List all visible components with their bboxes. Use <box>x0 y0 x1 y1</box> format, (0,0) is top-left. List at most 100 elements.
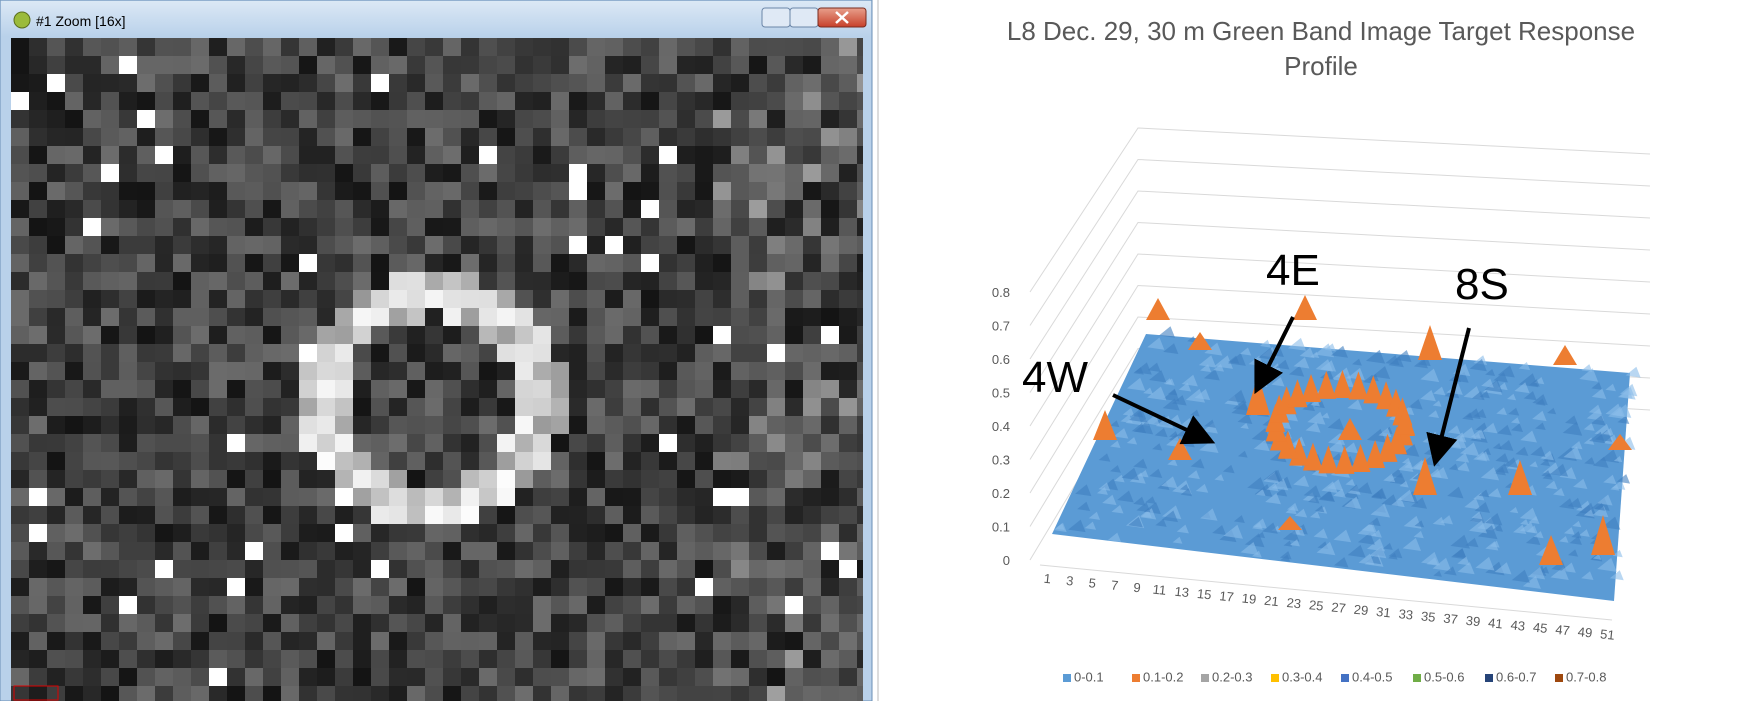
pixel <box>767 344 785 362</box>
pixel <box>767 380 785 398</box>
pixel <box>137 92 155 110</box>
pixel <box>29 362 47 380</box>
pixel <box>839 632 857 650</box>
pixel <box>551 668 569 686</box>
pixel <box>227 452 245 470</box>
pixel <box>47 686 65 701</box>
pixel <box>839 488 857 506</box>
pixel <box>155 596 173 614</box>
pixel <box>137 380 155 398</box>
pixel <box>209 272 227 290</box>
pixel <box>569 164 587 182</box>
pixel <box>191 398 209 416</box>
pixel <box>119 470 137 488</box>
pixel <box>227 416 245 434</box>
pixel <box>569 434 587 452</box>
pixel <box>317 632 335 650</box>
maximize-button[interactable] <box>790 8 818 27</box>
pixel <box>731 542 749 560</box>
pixel <box>353 38 371 56</box>
pixel <box>47 524 65 542</box>
pixel <box>749 398 767 416</box>
pixel <box>839 236 857 254</box>
pixel <box>281 488 299 506</box>
pixel <box>191 434 209 452</box>
x-tick-label: 19 <box>1241 590 1257 606</box>
pixel <box>731 524 749 542</box>
pixel <box>659 326 677 344</box>
pixel <box>461 380 479 398</box>
pixel <box>83 434 101 452</box>
pixel <box>281 200 299 218</box>
pixel <box>785 596 803 614</box>
pixel <box>425 506 443 524</box>
pixel <box>155 110 173 128</box>
pixel <box>155 308 173 326</box>
pixel <box>785 326 803 344</box>
pixel <box>227 344 245 362</box>
pixel <box>749 254 767 272</box>
pixel <box>767 308 785 326</box>
pixel <box>695 506 713 524</box>
pixel <box>353 470 371 488</box>
pixel <box>353 326 371 344</box>
pixel <box>551 290 569 308</box>
pixel <box>335 92 353 110</box>
z-tick-label: 0.5 <box>992 386 1010 401</box>
pixel <box>821 560 839 578</box>
pixel <box>857 416 863 434</box>
pixel <box>47 452 65 470</box>
pixel <box>47 542 65 560</box>
pixel <box>137 254 155 272</box>
pixel <box>587 686 605 701</box>
pixel <box>65 110 83 128</box>
pixel <box>515 362 533 380</box>
pixel <box>587 308 605 326</box>
pixel <box>263 56 281 74</box>
pixel <box>767 596 785 614</box>
pixel <box>353 506 371 524</box>
pixel <box>605 146 623 164</box>
pixel <box>443 254 461 272</box>
pixel <box>227 668 245 686</box>
pixel <box>677 308 695 326</box>
pixel <box>407 110 425 128</box>
pixel <box>713 560 731 578</box>
pixel <box>731 578 749 596</box>
pixel <box>569 650 587 668</box>
minimize-button[interactable] <box>762 8 790 27</box>
pixel <box>569 56 587 74</box>
pixel <box>371 668 389 686</box>
pixel <box>461 110 479 128</box>
pixel <box>803 434 821 452</box>
pixel <box>299 434 317 452</box>
pixel <box>191 182 209 200</box>
pixel <box>749 614 767 632</box>
pixel <box>677 434 695 452</box>
pixel <box>821 200 839 218</box>
pixel <box>587 380 605 398</box>
pixel <box>137 632 155 650</box>
pixel <box>245 452 263 470</box>
pixel <box>83 290 101 308</box>
pixel <box>713 434 731 452</box>
pixel <box>353 74 371 92</box>
pixel <box>695 290 713 308</box>
pixel <box>65 200 83 218</box>
pixel <box>83 542 101 560</box>
pixel <box>821 452 839 470</box>
pixel <box>803 506 821 524</box>
pixel <box>749 506 767 524</box>
pixel <box>857 56 863 74</box>
pixel <box>263 110 281 128</box>
pixel <box>173 272 191 290</box>
pixel <box>371 218 389 236</box>
pixel <box>425 542 443 560</box>
pixel <box>47 236 65 254</box>
pixel <box>263 272 281 290</box>
pixel <box>785 614 803 632</box>
pixel <box>137 182 155 200</box>
pixel <box>371 524 389 542</box>
pixel <box>785 146 803 164</box>
pixel <box>101 92 119 110</box>
